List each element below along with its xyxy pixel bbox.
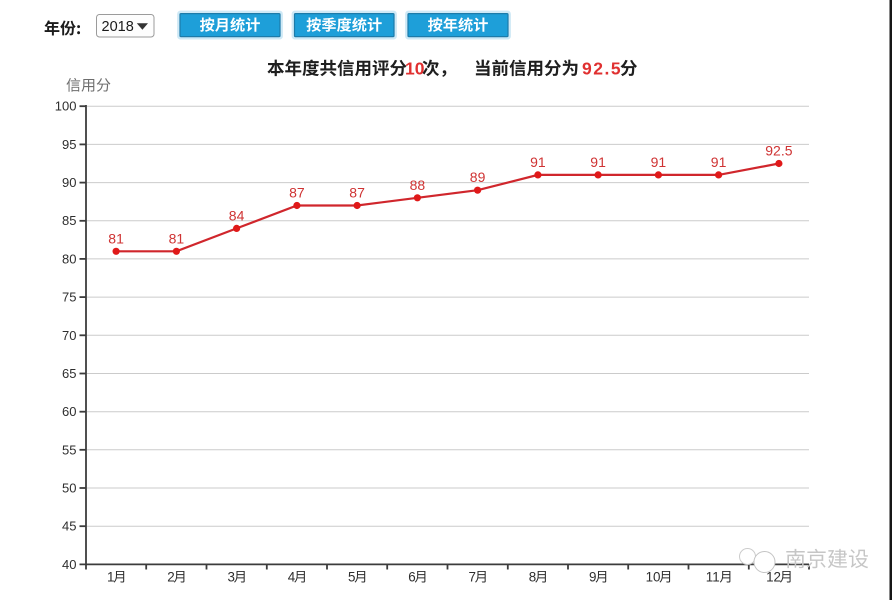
svg-text:91: 91 (590, 154, 606, 170)
svg-text:84: 84 (229, 207, 245, 223)
svg-text:95: 95 (62, 137, 76, 152)
svg-text:92.5: 92.5 (582, 59, 622, 79)
svg-text:88: 88 (410, 177, 426, 193)
svg-text:91: 91 (711, 154, 727, 170)
svg-text:11: 11 (706, 570, 720, 585)
svg-text:3: 3 (228, 570, 235, 585)
svg-text:81: 81 (108, 230, 124, 246)
svg-text:89: 89 (470, 169, 486, 185)
svg-text:50: 50 (62, 481, 76, 496)
svg-text:1: 1 (107, 570, 114, 585)
svg-text:5: 5 (348, 570, 355, 585)
svg-text:2: 2 (167, 570, 174, 585)
svg-text:55: 55 (62, 442, 76, 457)
svg-text:70: 70 (62, 328, 76, 343)
svg-text:8: 8 (529, 570, 536, 585)
svg-text:91: 91 (651, 154, 667, 170)
svg-text:9: 9 (589, 570, 596, 585)
svg-text:7: 7 (469, 570, 476, 585)
svg-text:60: 60 (62, 404, 76, 419)
svg-text:40: 40 (62, 557, 76, 572)
svg-text:87: 87 (289, 185, 305, 201)
svg-text:85: 85 (62, 213, 76, 228)
svg-text:65: 65 (62, 366, 76, 381)
svg-text:10: 10 (405, 59, 425, 79)
svg-text:91: 91 (530, 154, 546, 170)
svg-text:87: 87 (349, 185, 365, 201)
svg-text:100: 100 (55, 99, 77, 114)
svg-text:4: 4 (288, 570, 296, 585)
svg-text:75: 75 (62, 290, 76, 305)
svg-text:90: 90 (62, 175, 76, 190)
svg-text:92.5: 92.5 (765, 143, 792, 159)
svg-text:2018: 2018 (102, 19, 134, 35)
svg-text:10: 10 (646, 570, 661, 585)
svg-text:80: 80 (62, 251, 76, 266)
svg-text:6: 6 (408, 570, 415, 585)
svg-text:45: 45 (62, 519, 76, 534)
svg-text:81: 81 (169, 230, 185, 246)
